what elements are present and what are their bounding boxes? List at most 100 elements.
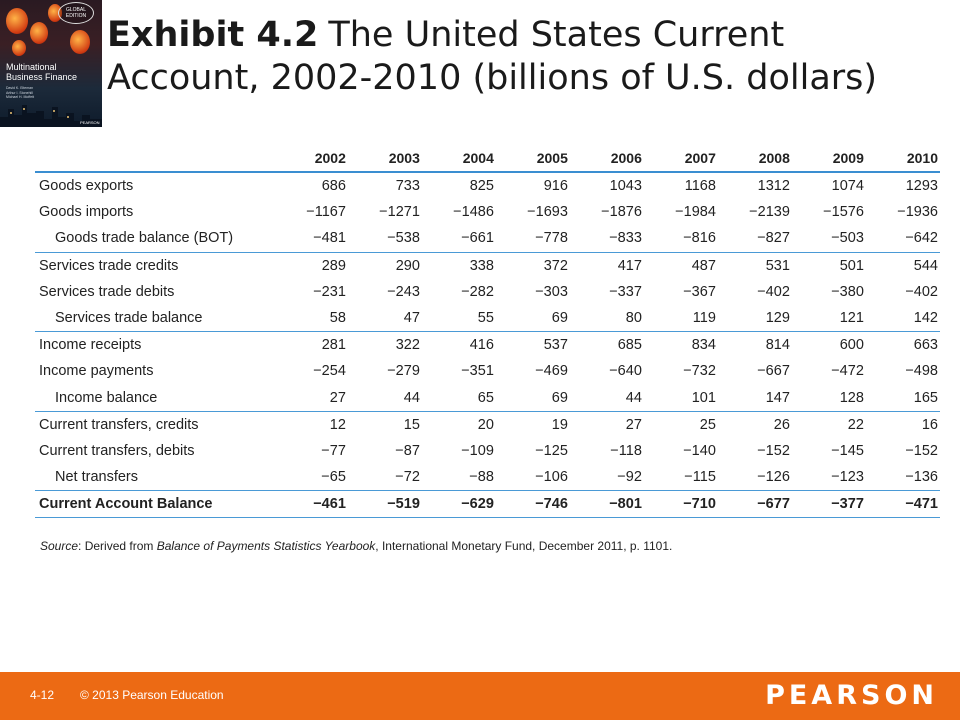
row-label: Income receipts [39, 337, 142, 354]
value-cell: −65 [273, 464, 348, 492]
value-cell: 19 [551, 416, 568, 433]
value-cell: −106 [495, 464, 570, 492]
table-row: Income payments −254 −279 −351 −469 −640 −732 −… [35, 358, 940, 384]
value-cell: −72 [347, 464, 422, 492]
value-cell: −519 [347, 490, 422, 519]
cover-title: Multinational Business Finance [6, 62, 78, 82]
value-cell: −367 [683, 283, 716, 300]
value-cell: 289 [321, 257, 346, 274]
value-cell: −642 [865, 225, 940, 253]
cover-publisher: PEARSON [80, 120, 100, 125]
value-cell: −115 [643, 464, 718, 492]
row-label: Income balance [35, 384, 274, 412]
table-row: Services trade balance 58 47 55 69 80 119 129 12… [35, 304, 940, 333]
value-cell: 416 [469, 337, 494, 354]
value-cell: −503 [791, 225, 866, 253]
value-cell: 121 [791, 304, 866, 333]
value-cell: −816 [643, 225, 718, 253]
row-label: Services trade balance [35, 304, 274, 333]
value-cell: −254 [313, 363, 346, 380]
value-cell: 69 [495, 384, 570, 412]
table-row: Current transfers, debits −77 −87 −109 −125 −… [35, 438, 940, 464]
value-cell: 600 [839, 337, 864, 354]
value-cell: −351 [461, 363, 494, 380]
value-cell: −88 [421, 464, 496, 492]
value-cell: −1486 [453, 204, 494, 221]
footer-bar: 4-12 © 2013 Pearson Education PEARSON [0, 672, 960, 720]
value-cell: 544 [913, 257, 938, 274]
value-cell: −118 [610, 442, 642, 459]
exhibit-title: The United States Current Account, 2002-… [107, 15, 878, 98]
value-cell: −469 [535, 363, 568, 380]
source-note: Source: Derived from Balance of Payments… [40, 539, 673, 553]
value-cell: −282 [461, 283, 494, 300]
value-cell: −1693 [527, 204, 568, 221]
value-cell: −152 [905, 442, 938, 459]
value-cell: −1936 [897, 204, 938, 221]
value-cell: −677 [717, 490, 792, 519]
year-header: 2010 [865, 145, 940, 173]
value-cell: −145 [831, 442, 864, 459]
value-cell: 916 [543, 178, 568, 195]
value-cell: 372 [543, 257, 568, 274]
year-header: 2009 [791, 145, 866, 173]
value-cell: −303 [535, 283, 568, 300]
table-row: Income receipts 281 322 416 537 685 834 814 600 6… [35, 332, 940, 359]
value-cell: 1293 [905, 178, 938, 195]
value-cell: 119 [643, 304, 718, 333]
table-row: Goods trade balance (BOT) −481 −538 −661 −77… [35, 225, 940, 253]
value-cell: 142 [865, 304, 940, 333]
value-cell: −136 [865, 464, 940, 492]
year-header: 2002 [273, 145, 348, 173]
table-row: Services trade debits −231 −243 −282 −303 −33… [35, 279, 940, 305]
value-cell: −498 [905, 363, 938, 380]
row-label: Current transfers, debits [39, 442, 195, 459]
value-cell: −1876 [601, 204, 642, 221]
value-cell: −77 [321, 442, 346, 459]
value-cell: 44 [347, 384, 422, 412]
value-cell: 65 [421, 384, 496, 412]
value-cell: 16 [921, 416, 938, 433]
value-cell: −801 [569, 490, 644, 519]
value-cell: −140 [683, 442, 716, 459]
value-cell: −732 [683, 363, 716, 380]
row-label: Current Account Balance [35, 490, 274, 519]
value-cell: −402 [757, 283, 790, 300]
value-cell: 1168 [684, 178, 716, 195]
value-cell: 537 [543, 337, 568, 354]
value-cell: 825 [469, 178, 494, 195]
row-label: Income payments [39, 363, 154, 380]
value-cell: 338 [469, 257, 494, 274]
value-cell: −126 [717, 464, 792, 492]
value-cell: 165 [865, 384, 940, 412]
row-label: Services trade debits [39, 283, 175, 300]
value-cell: −125 [535, 442, 568, 459]
value-cell: −377 [791, 490, 866, 519]
value-cell: 487 [691, 257, 716, 274]
value-cell: 58 [273, 304, 348, 333]
value-cell: 25 [699, 416, 716, 433]
table-header-row: 2002 2003 2004 2005 2006 2007 2008 2009 … [35, 145, 940, 173]
value-cell: 531 [765, 257, 790, 274]
pearson-logo: PEARSON [765, 680, 938, 711]
value-cell: −123 [791, 464, 866, 492]
table-row: Income balance 27 44 65 69 44 101 147 128 165 [35, 384, 940, 412]
value-cell: 1074 [831, 178, 864, 195]
year-header: 2007 [643, 145, 718, 173]
copyright-text: © 2013 Pearson Education [80, 688, 224, 702]
cover-authors: David K. Eiteman Arthur I. Stonehill Mic… [6, 86, 35, 99]
row-label: Goods exports [39, 178, 134, 195]
value-cell: −481 [273, 225, 348, 253]
value-cell: 20 [477, 416, 494, 433]
value-cell: 290 [395, 257, 420, 274]
table-row: Goods imports −1167 −1271 −1486 −1693 −1876 −1… [35, 199, 940, 225]
value-cell: −629 [421, 490, 496, 519]
value-cell: −279 [387, 363, 420, 380]
value-cell: 814 [765, 337, 790, 354]
value-cell: −402 [905, 283, 938, 300]
value-cell: −1167 [306, 204, 346, 221]
table-row: Current transfers, credits 12 15 20 19 27 25 26… [35, 411, 940, 438]
table-row: Net transfers −65 −72 −88 −106 −92 −115 −126 −12… [35, 464, 940, 492]
value-cell: −2139 [749, 204, 790, 221]
exhibit-number: Exhibit 4.2 [107, 15, 319, 55]
